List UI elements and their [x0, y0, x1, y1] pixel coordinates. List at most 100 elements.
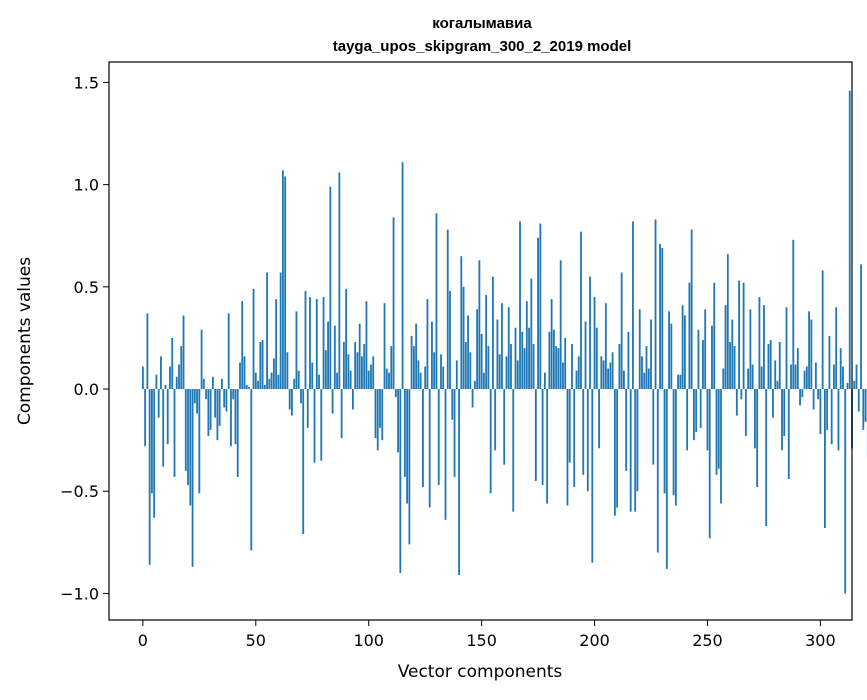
bar-component-8: [160, 356, 162, 389]
bar-component-288: [792, 240, 794, 389]
bar-component-111: [393, 217, 395, 389]
bar-component-222: [643, 373, 645, 389]
bar-component-161: [506, 356, 508, 389]
bar-component-269: [749, 309, 751, 389]
bar-component-304: [829, 336, 831, 389]
bar-component-154: [490, 389, 492, 493]
bar-component-107: [384, 303, 386, 389]
bar-component-74: [309, 297, 311, 389]
bar-component-172: [530, 279, 532, 389]
bar-component-173: [533, 344, 535, 389]
bar-component-310: [842, 367, 844, 389]
bar-component-131: [438, 389, 440, 485]
bar-component-72: [305, 291, 307, 389]
bar-component-282: [779, 342, 781, 389]
bar-component-225: [650, 320, 652, 389]
bar-component-137: [451, 389, 453, 420]
bar-component-270: [752, 365, 754, 390]
bar-component-178: [544, 373, 546, 389]
bar-component-61: [280, 273, 282, 390]
bar-component-39: [230, 389, 232, 446]
bar-component-134: [445, 389, 447, 520]
bar-component-69: [298, 371, 300, 389]
bar-component-223: [646, 346, 648, 389]
bar-component-153: [488, 346, 490, 389]
bar-component-174: [535, 389, 537, 481]
bar-component-42: [237, 389, 239, 477]
bar-component-141: [460, 256, 462, 389]
bar-component-1: [144, 389, 146, 446]
bar-component-285: [786, 307, 788, 389]
chart-title: когалымавиа: [432, 15, 532, 32]
bar-component-306: [833, 365, 835, 390]
bar-component-113: [397, 389, 399, 452]
bar-component-48: [250, 389, 252, 550]
bar-component-59: [275, 299, 277, 389]
bar-component-136: [449, 291, 451, 389]
bar-component-116: [404, 389, 406, 477]
bar-component-142: [463, 287, 465, 389]
bar-component-280: [774, 360, 776, 389]
bar-component-176: [539, 223, 541, 389]
bar-component-256: [720, 389, 722, 503]
bar-component-171: [528, 328, 530, 389]
bar-component-34: [219, 389, 221, 426]
bar-component-220: [639, 309, 641, 389]
bar-component-175: [537, 238, 539, 389]
bar-component-254: [716, 389, 718, 475]
bar-component-66: [291, 389, 293, 416]
bar-component-264: [738, 281, 740, 389]
bar-component-147: [474, 381, 476, 389]
bar-component-79: [320, 389, 322, 461]
bar-component-180: [548, 332, 550, 389]
bar-component-84: [332, 389, 334, 414]
bar-component-246: [698, 330, 700, 389]
bar-component-300: [819, 389, 821, 434]
bar-component-127: [429, 389, 431, 508]
bar-component-19: [185, 389, 187, 471]
y-tick-label: 1.5: [74, 73, 99, 92]
bar-component-124: [422, 389, 424, 487]
bar-component-144: [467, 315, 469, 389]
bar-component-274: [761, 367, 763, 389]
bar-component-109: [388, 373, 390, 389]
bar-component-81: [325, 350, 327, 389]
x-tick-label: 200: [579, 631, 610, 650]
bar-component-151: [483, 373, 485, 389]
bar-component-26: [201, 330, 203, 389]
bar-component-215: [628, 332, 630, 389]
bar-component-185: [560, 260, 562, 389]
bar-component-93: [352, 389, 354, 409]
bar-component-44: [241, 301, 243, 389]
bar-component-200: [594, 297, 596, 389]
bar-component-216: [630, 389, 632, 512]
bar-component-95: [357, 352, 359, 389]
bar-component-51: [257, 381, 259, 389]
bar-component-277: [768, 344, 770, 389]
bar-component-214: [625, 389, 627, 471]
x-axis-label: Vector components: [398, 662, 563, 682]
bar-component-63: [284, 176, 286, 389]
bar-component-133: [442, 367, 444, 389]
bar-component-32: [214, 389, 216, 418]
bar-component-186: [562, 362, 564, 389]
bar-component-18: [183, 315, 185, 389]
bar-component-49: [253, 289, 255, 389]
bar-component-259: [727, 254, 729, 389]
bar-component-309: [840, 348, 842, 389]
bar-component-76: [314, 389, 316, 463]
bar-component-210: [616, 389, 618, 508]
bar-component-0: [142, 367, 144, 389]
bar-component-224: [648, 369, 650, 389]
bar-component-245: [695, 389, 697, 432]
bar-component-301: [822, 270, 824, 389]
bar-component-169: [524, 348, 526, 389]
bar-component-313: [849, 91, 851, 389]
bar-component-160: [503, 389, 505, 465]
bar-component-38: [228, 313, 230, 389]
bar-component-188: [567, 389, 569, 506]
bar-component-33: [217, 389, 219, 440]
bar-component-78: [318, 375, 320, 389]
bar-component-14: [174, 389, 176, 477]
bar-component-36: [223, 389, 225, 407]
